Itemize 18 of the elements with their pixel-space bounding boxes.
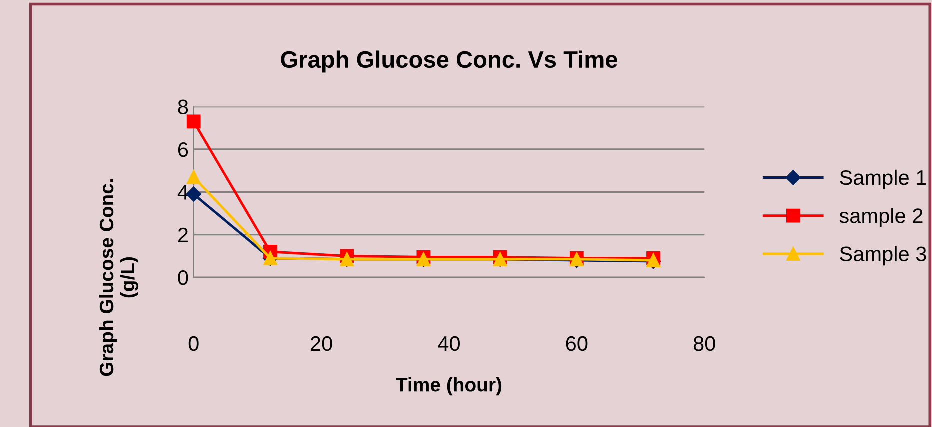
- x-tick-label: 0: [188, 336, 199, 352]
- x-axis-title: Time (hour): [396, 378, 502, 396]
- x-tick-label: 80: [694, 336, 716, 352]
- y-tick-label: 6: [178, 142, 188, 158]
- y-axis-title: Graph Glucose Conc. (g/L): [99, 179, 139, 376]
- legend-label: Sample 3: [840, 246, 926, 266]
- x-tick-label: 20: [311, 336, 332, 352]
- chart-title: Graph Glucose Conc. Vs Time: [281, 50, 618, 73]
- x-tick-label: 60: [566, 336, 588, 352]
- y-tick-label: 4: [178, 185, 188, 200]
- point: [186, 114, 201, 129]
- y-tick-label: 0: [178, 270, 188, 286]
- point: [186, 170, 201, 184]
- y-tick-label: 2: [178, 228, 188, 242]
- y-tick-label: 8: [178, 100, 188, 115]
- x-tick-label: 40: [438, 336, 460, 352]
- legend-label: sample 2: [840, 208, 923, 228]
- legend-label: Sample 1: [840, 170, 926, 190]
